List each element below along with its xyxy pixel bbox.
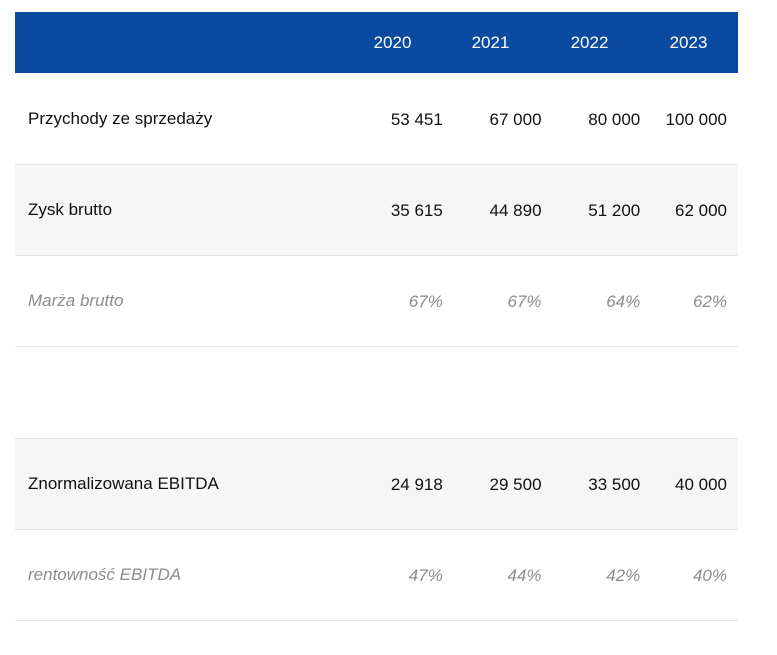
- row-value: 64%: [606, 292, 641, 311]
- row-value: 47%: [408, 566, 443, 585]
- table-row-spacer: [15, 347, 738, 439]
- row-value: 29 500: [489, 475, 542, 494]
- row-value: 100 000: [665, 109, 727, 129]
- row-value: 67 000: [489, 109, 542, 129]
- row-value: 67%: [507, 292, 542, 311]
- table-row-gross-profit: Zysk brutto 35 615 44 890 51 200 62 000: [15, 165, 738, 256]
- row-value: 35 615: [390, 201, 443, 220]
- table-row-gross-margin: Marża brutto 67% 67% 64% 62%: [15, 256, 738, 347]
- row-value: 44 890: [489, 201, 542, 220]
- row-value: 62 000: [675, 201, 727, 220]
- row-label: Zysk brutto: [28, 200, 113, 219]
- table-row-normalized-ebitda: Znormalizowana EBITDA 24 918 29 500 33 5…: [15, 439, 738, 530]
- row-value: 51 200: [588, 201, 641, 220]
- row-label: Marża brutto: [28, 291, 124, 310]
- row-value: 24 918: [390, 475, 443, 494]
- row-label: Znormalizowana EBITDA: [28, 474, 219, 493]
- row-label: rentowność EBITDA: [28, 565, 182, 584]
- row-value: 33 500: [588, 475, 641, 494]
- header-year-2021: 2021: [471, 32, 510, 52]
- row-value: 67%: [408, 292, 443, 311]
- table-header: 2020 2021 2022 2023: [15, 12, 738, 73]
- row-value: 44%: [507, 566, 542, 585]
- row-value: 62%: [692, 292, 727, 311]
- row-value: 53 451: [390, 109, 443, 129]
- row-value: 40 000: [675, 475, 727, 494]
- table-row-revenue: Przychody ze sprzedaży 53 451 67 000 80 …: [15, 73, 738, 165]
- financial-table: 2020 2021 2022 2023 Przychody ze sprzeda…: [15, 12, 738, 621]
- row-value: 40%: [692, 566, 727, 585]
- table-row-ebitda-margin: rentowność EBITDA 47% 44% 42% 40%: [15, 530, 738, 621]
- header-year-2020: 2020: [373, 32, 412, 52]
- header-year-2022: 2022: [570, 32, 609, 52]
- row-value: 80 000: [588, 109, 641, 129]
- row-value: 42%: [606, 566, 641, 585]
- header-year-2023: 2023: [669, 32, 708, 52]
- row-label: Przychody ze sprzedaży: [28, 108, 213, 128]
